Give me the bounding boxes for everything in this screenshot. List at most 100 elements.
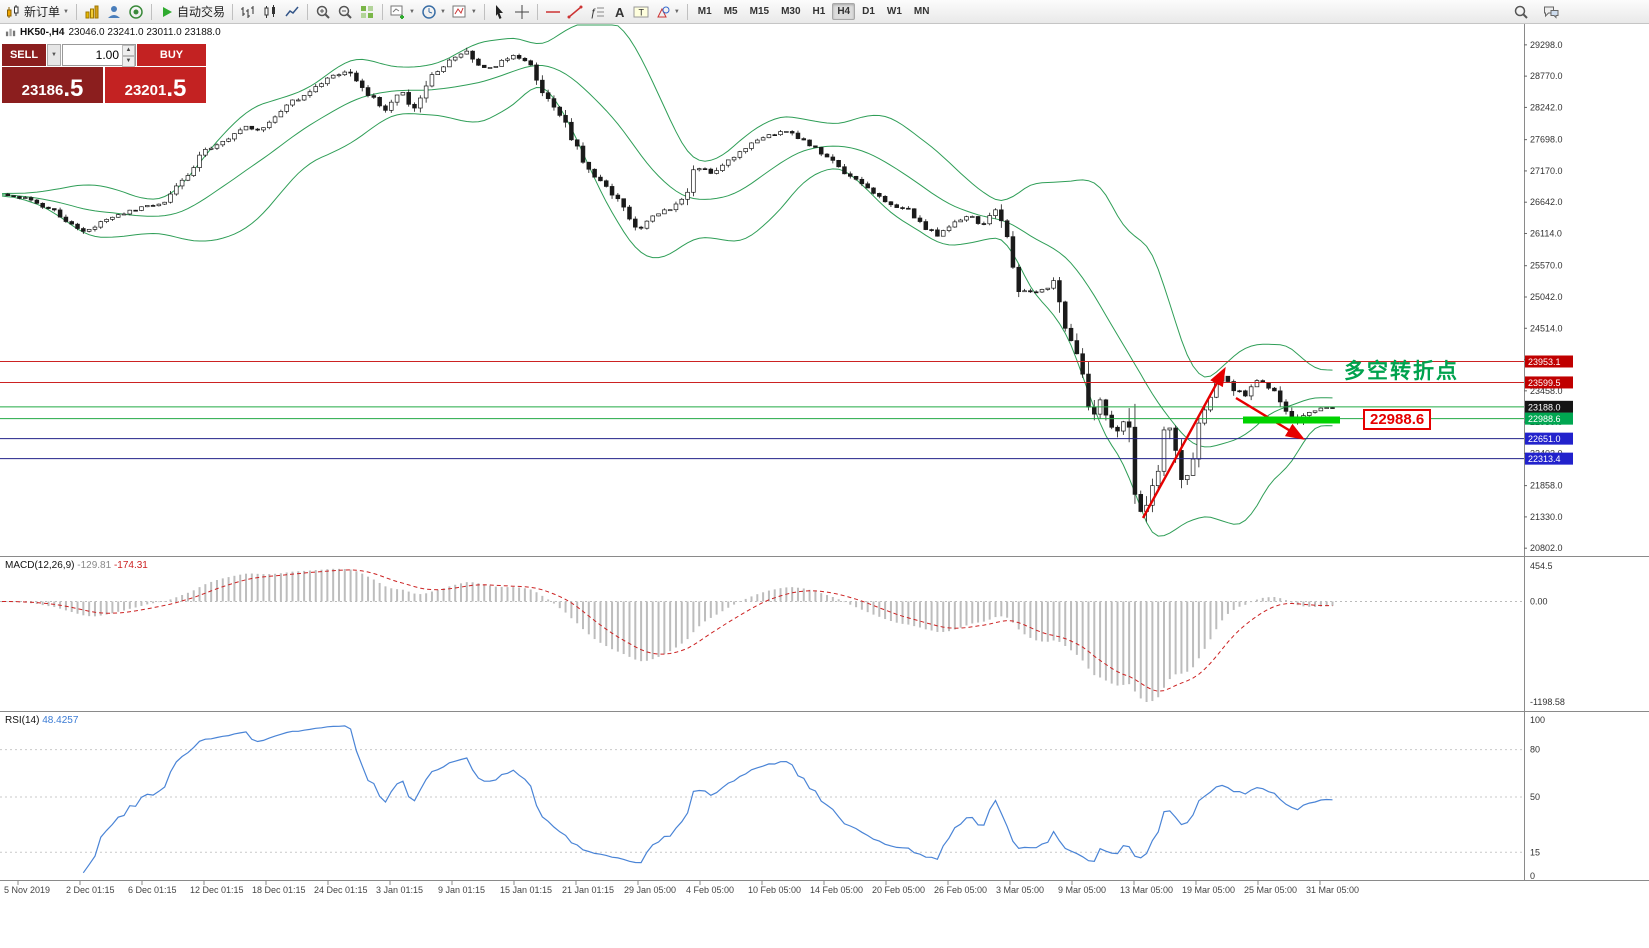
fibonacci-icon: ƒ xyxy=(589,4,605,20)
crosshair-tool-button[interactable] xyxy=(511,2,533,22)
timeframe-button-d1[interactable]: D1 xyxy=(862,6,875,17)
buy-price-frac: .5 xyxy=(166,74,187,102)
volume-input[interactable] xyxy=(63,45,135,65)
svg-text:0: 0 xyxy=(1530,871,1535,881)
svg-text:14 Feb 05:00: 14 Feb 05:00 xyxy=(810,885,863,895)
line-chart-icon xyxy=(284,4,300,20)
symbol-name: HK50-,H4 xyxy=(20,27,65,38)
bars-chart-icon xyxy=(240,4,256,20)
navigator-button[interactable] xyxy=(103,2,125,22)
line-chart-mode-button[interactable] xyxy=(281,2,303,22)
new-chart-button[interactable]: ▼ xyxy=(387,2,418,22)
volume-up-button[interactable]: ▲ xyxy=(122,45,135,56)
svg-text:3 Mar 05:00: 3 Mar 05:00 xyxy=(996,885,1044,895)
chart-drawings[interactable] xyxy=(1141,366,1340,519)
market-watch-icon xyxy=(84,4,100,20)
zoom-out-button[interactable] xyxy=(334,2,356,22)
sell-button[interactable]: SELL xyxy=(2,44,46,66)
periods-button[interactable]: ▼ xyxy=(418,2,449,22)
chart-canvas[interactable]: 29298.0 28770.0 28242.0 27698.0 27170.0 26642… xyxy=(0,24,1649,948)
svg-text:29298.0: 29298.0 xyxy=(1530,40,1563,50)
horizontal-line-tool-button[interactable] xyxy=(542,2,564,22)
chart-annotation-text[interactable]: 多空转折点 xyxy=(1344,360,1459,383)
candlesticks xyxy=(5,47,1335,522)
svg-text:454.5: 454.5 xyxy=(1530,561,1553,571)
buy-price-button[interactable]: 23201 .5 xyxy=(105,67,206,103)
timeframe-button-m15[interactable]: M15 xyxy=(749,6,770,17)
volume-down-button[interactable]: ▼ xyxy=(122,56,135,67)
macd-main-value: -129.81 xyxy=(77,560,112,571)
timeframe-button-w1[interactable]: W1 xyxy=(886,6,902,17)
text-tool-button[interactable]: A xyxy=(608,2,630,22)
trendline-tool-button[interactable] xyxy=(564,2,586,22)
svg-text:4 Feb 05:00: 4 Feb 05:00 xyxy=(686,885,734,895)
dropdown-caret-icon: ▼ xyxy=(673,8,680,15)
market-watch-button[interactable] xyxy=(81,2,103,22)
svg-text:23458.0: 23458.0 xyxy=(1530,386,1563,396)
bar-chart-mode-button[interactable] xyxy=(237,2,259,22)
rsi-name: RSI(14) xyxy=(5,715,40,726)
svg-text:27698.0: 27698.0 xyxy=(1530,135,1563,145)
indicators-button[interactable]: ▼ xyxy=(449,2,480,22)
crosshair-icon xyxy=(514,4,530,20)
volume-dropdown-button[interactable]: ▼ xyxy=(47,44,61,66)
timeframe-button-h4[interactable]: H4 xyxy=(832,3,856,20)
svg-text:50: 50 xyxy=(1530,792,1540,802)
search-icon xyxy=(1513,4,1529,20)
new-order-icon xyxy=(6,4,22,20)
zoom-in-button[interactable] xyxy=(312,2,334,22)
svg-text:31 Mar 05:00: 31 Mar 05:00 xyxy=(1306,885,1359,895)
svg-text:5 Nov 2019: 5 Nov 2019 xyxy=(4,885,50,895)
svg-text:13 Mar 05:00: 13 Mar 05:00 xyxy=(1120,885,1173,895)
svg-text:20 Feb 05:00: 20 Feb 05:00 xyxy=(872,885,925,895)
svg-text:26114.0: 26114.0 xyxy=(1530,228,1562,238)
svg-text:3 Jan 01:15: 3 Jan 01:15 xyxy=(376,885,423,895)
sell-price-frac: .5 xyxy=(63,74,84,102)
new-order-button[interactable]: 新订单 ▼ xyxy=(3,2,72,22)
fibonacci-tool-button[interactable]: ƒ xyxy=(586,2,608,22)
clock-icon xyxy=(421,4,437,20)
toolbar-separator xyxy=(483,3,485,20)
svg-text:21858.0: 21858.0 xyxy=(1530,481,1563,491)
svg-text:29 Jan 05:00: 29 Jan 05:00 xyxy=(624,885,676,895)
candle-chart-mode-button[interactable] xyxy=(259,2,281,22)
svg-text:T: T xyxy=(638,7,644,17)
bollinger-bands xyxy=(1,24,1333,537)
sell-price-button[interactable]: 23186 .5 xyxy=(2,67,103,103)
tile-windows-button[interactable] xyxy=(356,2,378,22)
horizontal-level-lines[interactable] xyxy=(0,361,1524,460)
timeframe-button-m1[interactable]: M1 xyxy=(697,6,712,17)
svg-text:28242.0: 28242.0 xyxy=(1530,102,1563,112)
macd-signal-value: -174.31 xyxy=(113,560,148,571)
svg-text:26642.0: 26642.0 xyxy=(1530,197,1563,207)
svg-text:ƒ: ƒ xyxy=(590,7,596,19)
timeframe-button-m5[interactable]: M5 xyxy=(723,6,738,17)
data-center-button[interactable] xyxy=(125,2,147,22)
navigator-icon xyxy=(106,4,122,20)
search-button[interactable] xyxy=(1510,2,1532,22)
time-axis[interactable]: 5 Nov 2019 2 Dec 01:15 6 Dec 01:15 12 Dec 0… xyxy=(4,880,1359,896)
dropdown-caret-icon: ▼ xyxy=(470,8,477,15)
price-axis[interactable]: 29298.0 28770.0 28242.0 27698.0 27170.0 26642… xyxy=(1524,40,1573,881)
timeframe-button-m30[interactable]: M30 xyxy=(781,6,801,17)
buy-button[interactable]: BUY xyxy=(137,44,206,66)
symbol-chart-icon xyxy=(5,27,16,38)
chart-plot-area[interactable] xyxy=(0,24,1524,880)
svg-text:22651.0: 22651.0 xyxy=(1528,434,1561,444)
svg-text:9 Mar 05:00: 9 Mar 05:00 xyxy=(1058,885,1106,895)
toolbar-separator xyxy=(231,3,233,20)
auto-trading-button[interactable]: 自动交易 xyxy=(156,2,228,22)
chat-icon xyxy=(1543,4,1559,20)
price-flag-label[interactable]: 22988.6 xyxy=(1363,409,1432,430)
svg-text:28770.0: 28770.0 xyxy=(1530,71,1563,81)
chat-button[interactable] xyxy=(1540,2,1562,22)
timeframe-button-mn[interactable]: MN xyxy=(913,6,930,17)
svg-text:22313.4: 22313.4 xyxy=(1528,454,1561,464)
zoom-out-icon xyxy=(337,4,353,20)
new-chart-icon xyxy=(390,4,406,20)
shapes-tool-button[interactable]: ▼ xyxy=(652,2,683,22)
timeframe-button-h1[interactable]: H1 xyxy=(812,6,826,17)
label-tool-button[interactable]: T xyxy=(630,2,652,22)
cursor-tool-button[interactable] xyxy=(489,2,511,22)
dropdown-caret-icon: ▼ xyxy=(408,8,415,15)
